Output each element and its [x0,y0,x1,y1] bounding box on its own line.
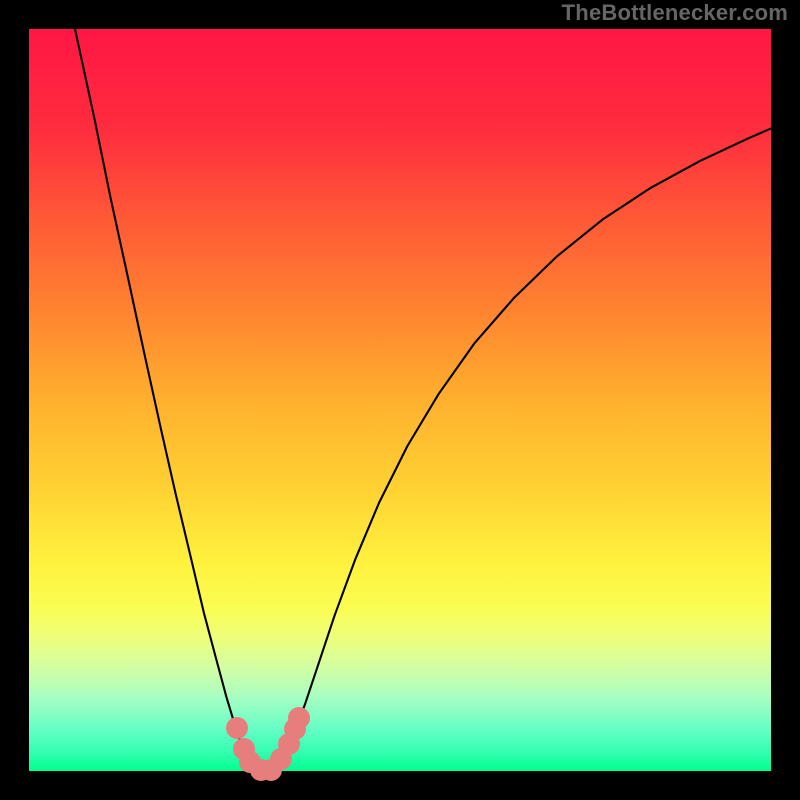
watermark-text: TheBottlenecker.com [562,0,788,26]
chart-root: TheBottlenecker.com [0,0,800,800]
bottleneck-curve [29,29,771,771]
data-marker [226,717,248,739]
data-marker [288,707,310,729]
plot-area [29,29,771,771]
